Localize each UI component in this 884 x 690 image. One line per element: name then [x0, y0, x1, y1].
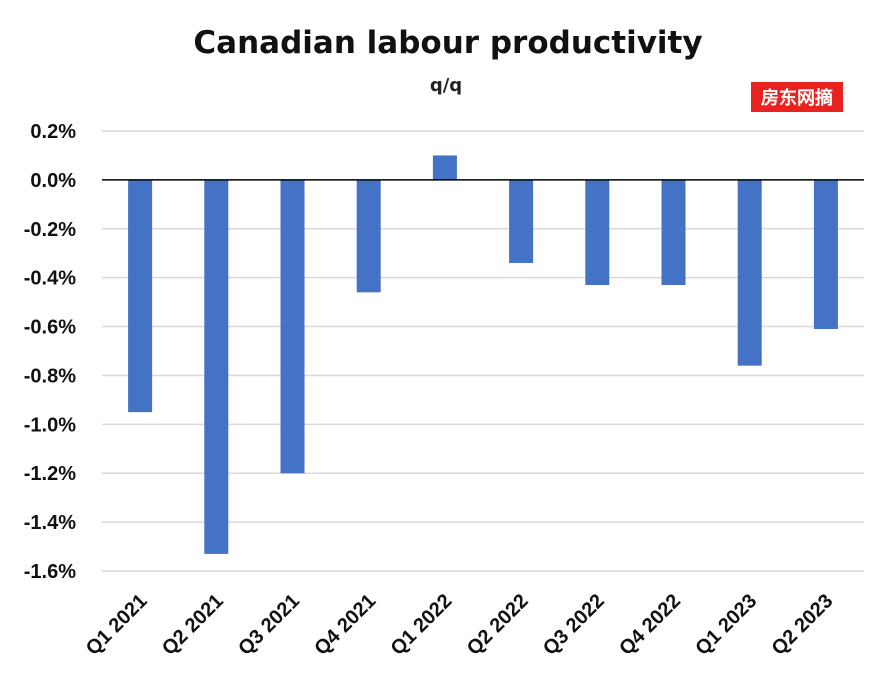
chart-title: Canadian labour productivity: [193, 25, 702, 61]
gridlines: [102, 130, 864, 572]
x-tick-label: Q2 2021: [158, 590, 228, 660]
x-tick-label: Q4 2022: [615, 590, 685, 660]
y-tick-label: -1.0%: [24, 414, 76, 436]
x-tick-label: Q1 2021: [82, 590, 152, 660]
bars: [128, 155, 838, 554]
bar: [585, 179, 610, 285]
watermark: 房东网摘: [751, 82, 843, 112]
bar: [204, 179, 229, 554]
y-tick-label: 0.0%: [30, 170, 76, 192]
watermark-text: 房东网摘: [761, 87, 833, 109]
x-tick-label: Q1 2023: [691, 590, 761, 660]
y-axis-tick-labels: 0.2% 0.0% -0.2% -0.4% -0.6% -0.8% -1.0% -1.2% -1…: [24, 121, 76, 583]
x-axis-tick-labels: Q1 2021 Q2 2021 Q3 2021 Q4 2021 Q1 2022 Q2 20…: [82, 590, 838, 660]
x-tick-label: Q4 2021: [310, 590, 380, 660]
y-tick-label: -1.2%: [24, 463, 76, 485]
x-tick-label: Q3 2021: [234, 590, 304, 660]
y-tick-label: -0.8%: [24, 365, 76, 387]
bar: [356, 179, 381, 293]
y-tick-label: 0.2%: [30, 121, 76, 143]
x-tick-label: Q2 2023: [768, 590, 838, 660]
x-tick-label: Q1 2022: [387, 590, 457, 660]
bar: [280, 179, 305, 474]
y-tick-label: -0.2%: [24, 219, 76, 241]
x-tick-label: Q2 2022: [463, 590, 533, 660]
x-tick-label: Q3 2022: [539, 590, 609, 660]
bar: [737, 179, 762, 366]
y-tick-label: -0.4%: [24, 268, 76, 290]
chart-subtitle: q/q: [430, 75, 462, 96]
y-tick-label: -0.6%: [24, 317, 76, 339]
bar: [813, 179, 838, 329]
y-tick-label: -1.4%: [24, 512, 76, 534]
bar: [509, 179, 534, 263]
watermark-background: [751, 82, 843, 112]
y-tick-label: -1.6%: [24, 561, 76, 583]
bar: [432, 155, 457, 180]
bar: [661, 179, 686, 285]
bar: [128, 179, 153, 413]
